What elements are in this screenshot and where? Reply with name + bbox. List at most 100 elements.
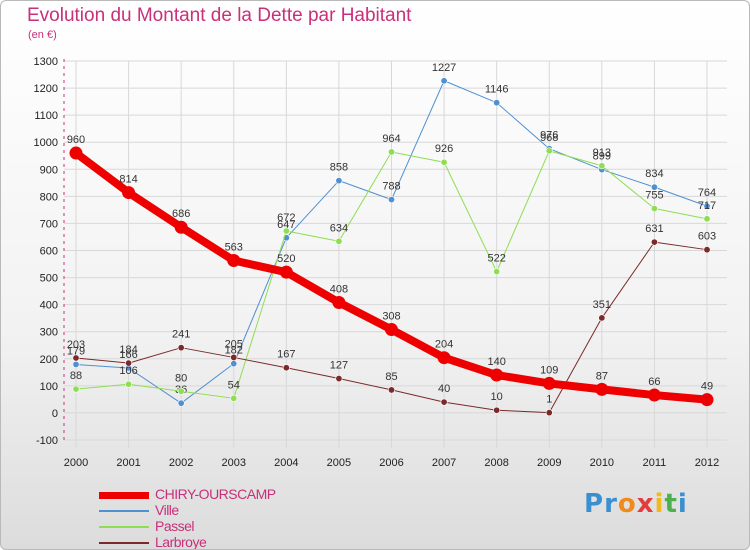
data-point	[440, 77, 448, 85]
legend-label: Ville	[155, 502, 179, 518]
x-tick-label: 2002	[169, 457, 193, 469]
chart-title: Evolution du Montant de la Dette par Hab…	[27, 5, 412, 26]
data-point	[230, 360, 238, 368]
data-label: 964	[382, 133, 400, 145]
x-tick-label: 2005	[327, 457, 351, 469]
data-label: 140	[487, 356, 505, 368]
data-label: 717	[698, 200, 716, 212]
data-point	[177, 387, 185, 395]
data-point	[493, 268, 501, 276]
x-tick-label: 2007	[432, 457, 456, 469]
data-point	[545, 409, 553, 417]
data-label: 522	[487, 253, 505, 265]
data-label: 899	[593, 151, 611, 163]
data-point	[230, 353, 238, 361]
data-point	[177, 344, 185, 352]
data-point	[230, 394, 238, 402]
x-tick-label: 2001	[116, 457, 140, 469]
data-label: 634	[330, 222, 348, 234]
data-label: 1227	[432, 62, 456, 74]
data-label: 127	[330, 360, 348, 372]
chart-unit: (en €)	[28, 29, 57, 41]
x-tick-label: 2000	[64, 457, 88, 469]
data-point	[700, 393, 714, 407]
x-tick-label: 2003	[222, 457, 246, 469]
data-point	[335, 177, 343, 185]
data-point	[490, 368, 504, 382]
data-label: 203	[67, 339, 85, 351]
data-point	[385, 323, 398, 337]
data-label: 54	[228, 379, 240, 391]
data-point	[282, 364, 290, 372]
data-point	[125, 380, 133, 388]
data-point	[493, 406, 501, 414]
y-tick-label: 1300	[34, 56, 58, 68]
x-tick-label: 2006	[379, 457, 403, 469]
data-point	[545, 147, 553, 155]
data-point	[650, 238, 658, 246]
data-point	[598, 162, 606, 170]
data-label: 167	[277, 349, 295, 361]
x-tick-label: 2004	[274, 457, 298, 469]
y-tick-label: 800	[40, 191, 58, 203]
x-tick-label: 2011	[643, 457, 667, 469]
y-tick-label: 300	[40, 327, 58, 339]
data-label: 968	[540, 132, 558, 144]
data-label: 764	[698, 187, 716, 199]
data-point	[703, 215, 711, 223]
data-point	[440, 398, 448, 406]
data-label: 408	[330, 283, 348, 295]
data-point	[703, 202, 711, 210]
data-point	[598, 314, 606, 322]
data-point	[703, 246, 711, 254]
legend-swatch	[99, 510, 149, 512]
data-point	[335, 237, 343, 245]
data-label: 603	[698, 231, 716, 243]
data-label: 80	[175, 372, 187, 384]
data-label: 241	[172, 329, 190, 341]
data-point	[387, 386, 395, 394]
data-label: 913	[593, 147, 611, 159]
data-label: 647	[277, 219, 295, 231]
data-point	[387, 148, 395, 156]
data-point	[437, 351, 451, 365]
data-point	[125, 359, 133, 367]
y-tick-label: 0	[52, 408, 58, 420]
data-point	[122, 186, 136, 200]
y-tick-label: 500	[40, 273, 58, 285]
data-label: 834	[645, 168, 663, 180]
data-label: 66	[648, 376, 660, 388]
data-label: 85	[385, 371, 397, 383]
y-tick-label: 700	[40, 218, 58, 230]
data-point	[279, 265, 293, 279]
data-label: 204	[435, 339, 453, 351]
data-label: 520	[277, 253, 295, 265]
y-tick-label: 1000	[34, 137, 58, 149]
y-tick-label: 600	[40, 246, 58, 258]
data-point	[650, 205, 658, 213]
data-label: 1146	[485, 84, 509, 96]
data-point	[72, 354, 80, 362]
data-label: 755	[645, 190, 663, 202]
x-tick-label: 2009	[537, 457, 561, 469]
x-tick-label: 2008	[484, 457, 508, 469]
data-point	[332, 295, 346, 309]
data-label: 788	[382, 181, 400, 193]
data-label: 351	[593, 299, 611, 311]
data-point	[493, 99, 501, 107]
data-label: 87	[596, 370, 608, 382]
data-label: 960	[67, 134, 85, 146]
data-label: 109	[540, 364, 558, 376]
data-point	[174, 220, 188, 234]
data-point	[72, 385, 80, 393]
data-label: 814	[119, 174, 137, 186]
data-label: 672	[277, 212, 295, 224]
y-tick-label: 900	[40, 164, 58, 176]
data-point	[647, 388, 661, 402]
data-point	[440, 158, 448, 166]
data-label: 563	[225, 242, 243, 254]
y-tick-label: 200	[40, 354, 58, 366]
data-label: 205	[225, 338, 243, 350]
